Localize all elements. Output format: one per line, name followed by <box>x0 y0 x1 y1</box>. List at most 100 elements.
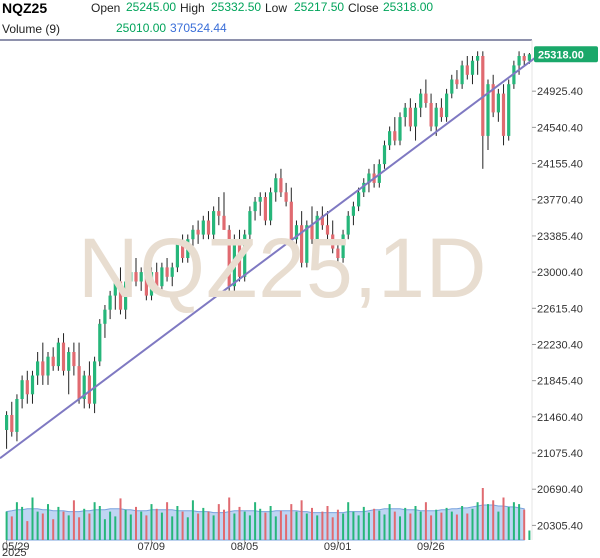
volume-bar <box>455 514 458 540</box>
volume-bar <box>217 504 220 540</box>
volume-bar <box>487 504 489 540</box>
candle <box>51 347 55 371</box>
candle <box>253 197 257 221</box>
candle-body <box>388 131 392 146</box>
candle-body <box>403 107 407 118</box>
candle-body <box>56 342 60 367</box>
candle <box>294 220 299 249</box>
candle <box>139 267 143 291</box>
candle <box>82 370 86 409</box>
candle-body <box>465 65 469 75</box>
candle <box>217 197 221 226</box>
candle <box>134 258 138 287</box>
candle <box>481 51 485 169</box>
candle <box>408 98 412 132</box>
candle <box>160 262 164 291</box>
volume-bar <box>135 506 137 540</box>
candle-body <box>108 295 112 310</box>
candle <box>181 234 185 263</box>
volume-bar <box>62 511 65 540</box>
candle-body <box>362 182 366 193</box>
volume-bar <box>171 516 174 540</box>
candle <box>424 79 428 108</box>
candle-body <box>20 380 24 399</box>
candle <box>72 342 76 376</box>
volume-bar <box>518 504 521 540</box>
candle-body <box>424 93 428 103</box>
candle-body <box>476 56 480 61</box>
candle <box>206 211 211 240</box>
candle <box>196 220 200 244</box>
volume-bar <box>150 504 153 540</box>
candle <box>103 305 107 338</box>
candle-body <box>346 215 350 235</box>
candle-body <box>118 281 123 310</box>
candle <box>98 319 102 367</box>
symbol-title: NQZ25 <box>2 0 48 16</box>
candle-body <box>284 192 288 202</box>
candle-body <box>300 225 304 263</box>
volume-bar <box>430 515 433 540</box>
candle-body <box>248 211 252 235</box>
candle-body <box>310 225 314 240</box>
volume-bar <box>176 506 179 540</box>
candle-body <box>315 215 319 240</box>
candle-body <box>93 361 97 404</box>
candle <box>346 211 350 240</box>
candle-body <box>170 267 174 277</box>
high-value: 25332.50 <box>211 0 262 14</box>
y-tick-label: 24155.40 <box>537 159 583 171</box>
candle <box>191 225 195 249</box>
volume-bar <box>259 508 262 540</box>
x-tick-label: 07/09 <box>138 541 166 553</box>
volume-bar <box>347 502 350 540</box>
volume-bar <box>88 513 91 540</box>
volume-bar <box>72 500 75 540</box>
candle-body <box>320 215 324 226</box>
candle <box>300 211 304 268</box>
candle-body <box>186 239 190 258</box>
candle-body <box>455 79 459 85</box>
volume-bar <box>83 508 86 540</box>
volume-bar <box>471 508 474 540</box>
candle <box>56 337 60 371</box>
y-tick-label: 23000.40 <box>537 267 583 279</box>
candle <box>325 211 330 240</box>
candle <box>124 276 128 320</box>
candle-body <box>175 243 179 268</box>
volume-bar <box>243 511 246 540</box>
volume-bar <box>383 514 386 540</box>
candle-body <box>486 84 490 136</box>
candle <box>274 173 278 202</box>
y-tick-label: 23385.40 <box>537 231 583 243</box>
candle <box>372 164 376 188</box>
close-label: Close <box>348 1 379 15</box>
volume-bar <box>367 512 370 540</box>
candle <box>15 394 19 442</box>
candle-body <box>181 243 185 258</box>
x-tick-label: 05/29 <box>2 541 30 553</box>
candle <box>232 234 236 296</box>
volume-bar <box>507 506 510 540</box>
candle-body <box>408 107 412 127</box>
candle <box>258 192 262 216</box>
candle-body <box>263 197 267 221</box>
trend-line <box>0 53 541 460</box>
candle-body <box>206 220 211 235</box>
candle-body <box>149 272 154 296</box>
candle <box>165 258 169 282</box>
candle-body <box>393 131 397 141</box>
volume-bar <box>404 507 407 540</box>
volume-bar <box>424 502 427 540</box>
volume-bar <box>140 511 143 540</box>
volume-bar <box>497 511 500 540</box>
volume-bar <box>295 511 298 540</box>
candle <box>201 215 205 240</box>
volume-bar <box>248 515 251 540</box>
volume-bar <box>311 507 313 540</box>
candle-body <box>134 272 138 282</box>
candle-body <box>98 323 102 362</box>
candle <box>439 98 443 122</box>
candle <box>284 182 288 207</box>
